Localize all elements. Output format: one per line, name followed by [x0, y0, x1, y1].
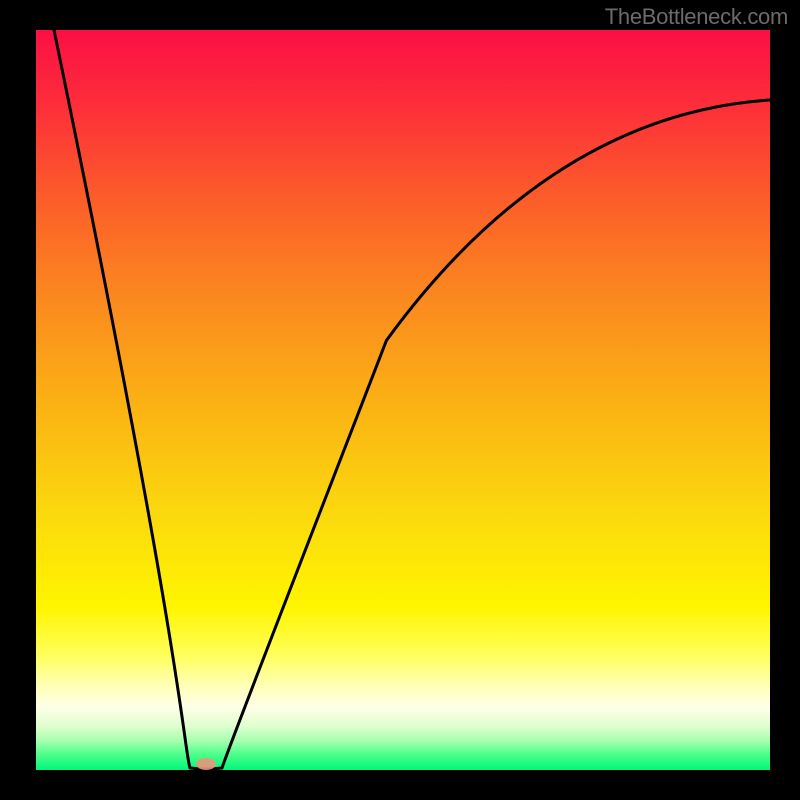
- bottleneck-marker: [196, 758, 216, 770]
- attribution-text: TheBottleneck.com: [605, 4, 788, 30]
- gradient-plot-area: [36, 30, 770, 770]
- bottleneck-chart: [0, 0, 800, 800]
- chart-container: TheBottleneck.com: [0, 0, 800, 800]
